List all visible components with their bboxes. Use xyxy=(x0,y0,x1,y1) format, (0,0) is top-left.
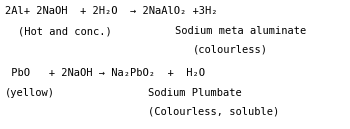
Text: (yellow): (yellow) xyxy=(5,88,55,98)
Text: Sodium meta aluminate: Sodium meta aluminate xyxy=(175,26,306,36)
Text: (Hot and conc.): (Hot and conc.) xyxy=(18,26,112,36)
Text: PbO   + 2NaOH → Na₂PbO₂  +  H₂O: PbO + 2NaOH → Na₂PbO₂ + H₂O xyxy=(5,68,205,78)
Text: (Colourless, soluble): (Colourless, soluble) xyxy=(148,107,279,117)
Text: (colourless): (colourless) xyxy=(193,45,268,55)
Text: Sodium Plumbate: Sodium Plumbate xyxy=(148,88,242,98)
Text: 2Al+ 2NaOH  + 2H₂O  → 2NaAlO₂ +3H₂: 2Al+ 2NaOH + 2H₂O → 2NaAlO₂ +3H₂ xyxy=(5,6,217,16)
